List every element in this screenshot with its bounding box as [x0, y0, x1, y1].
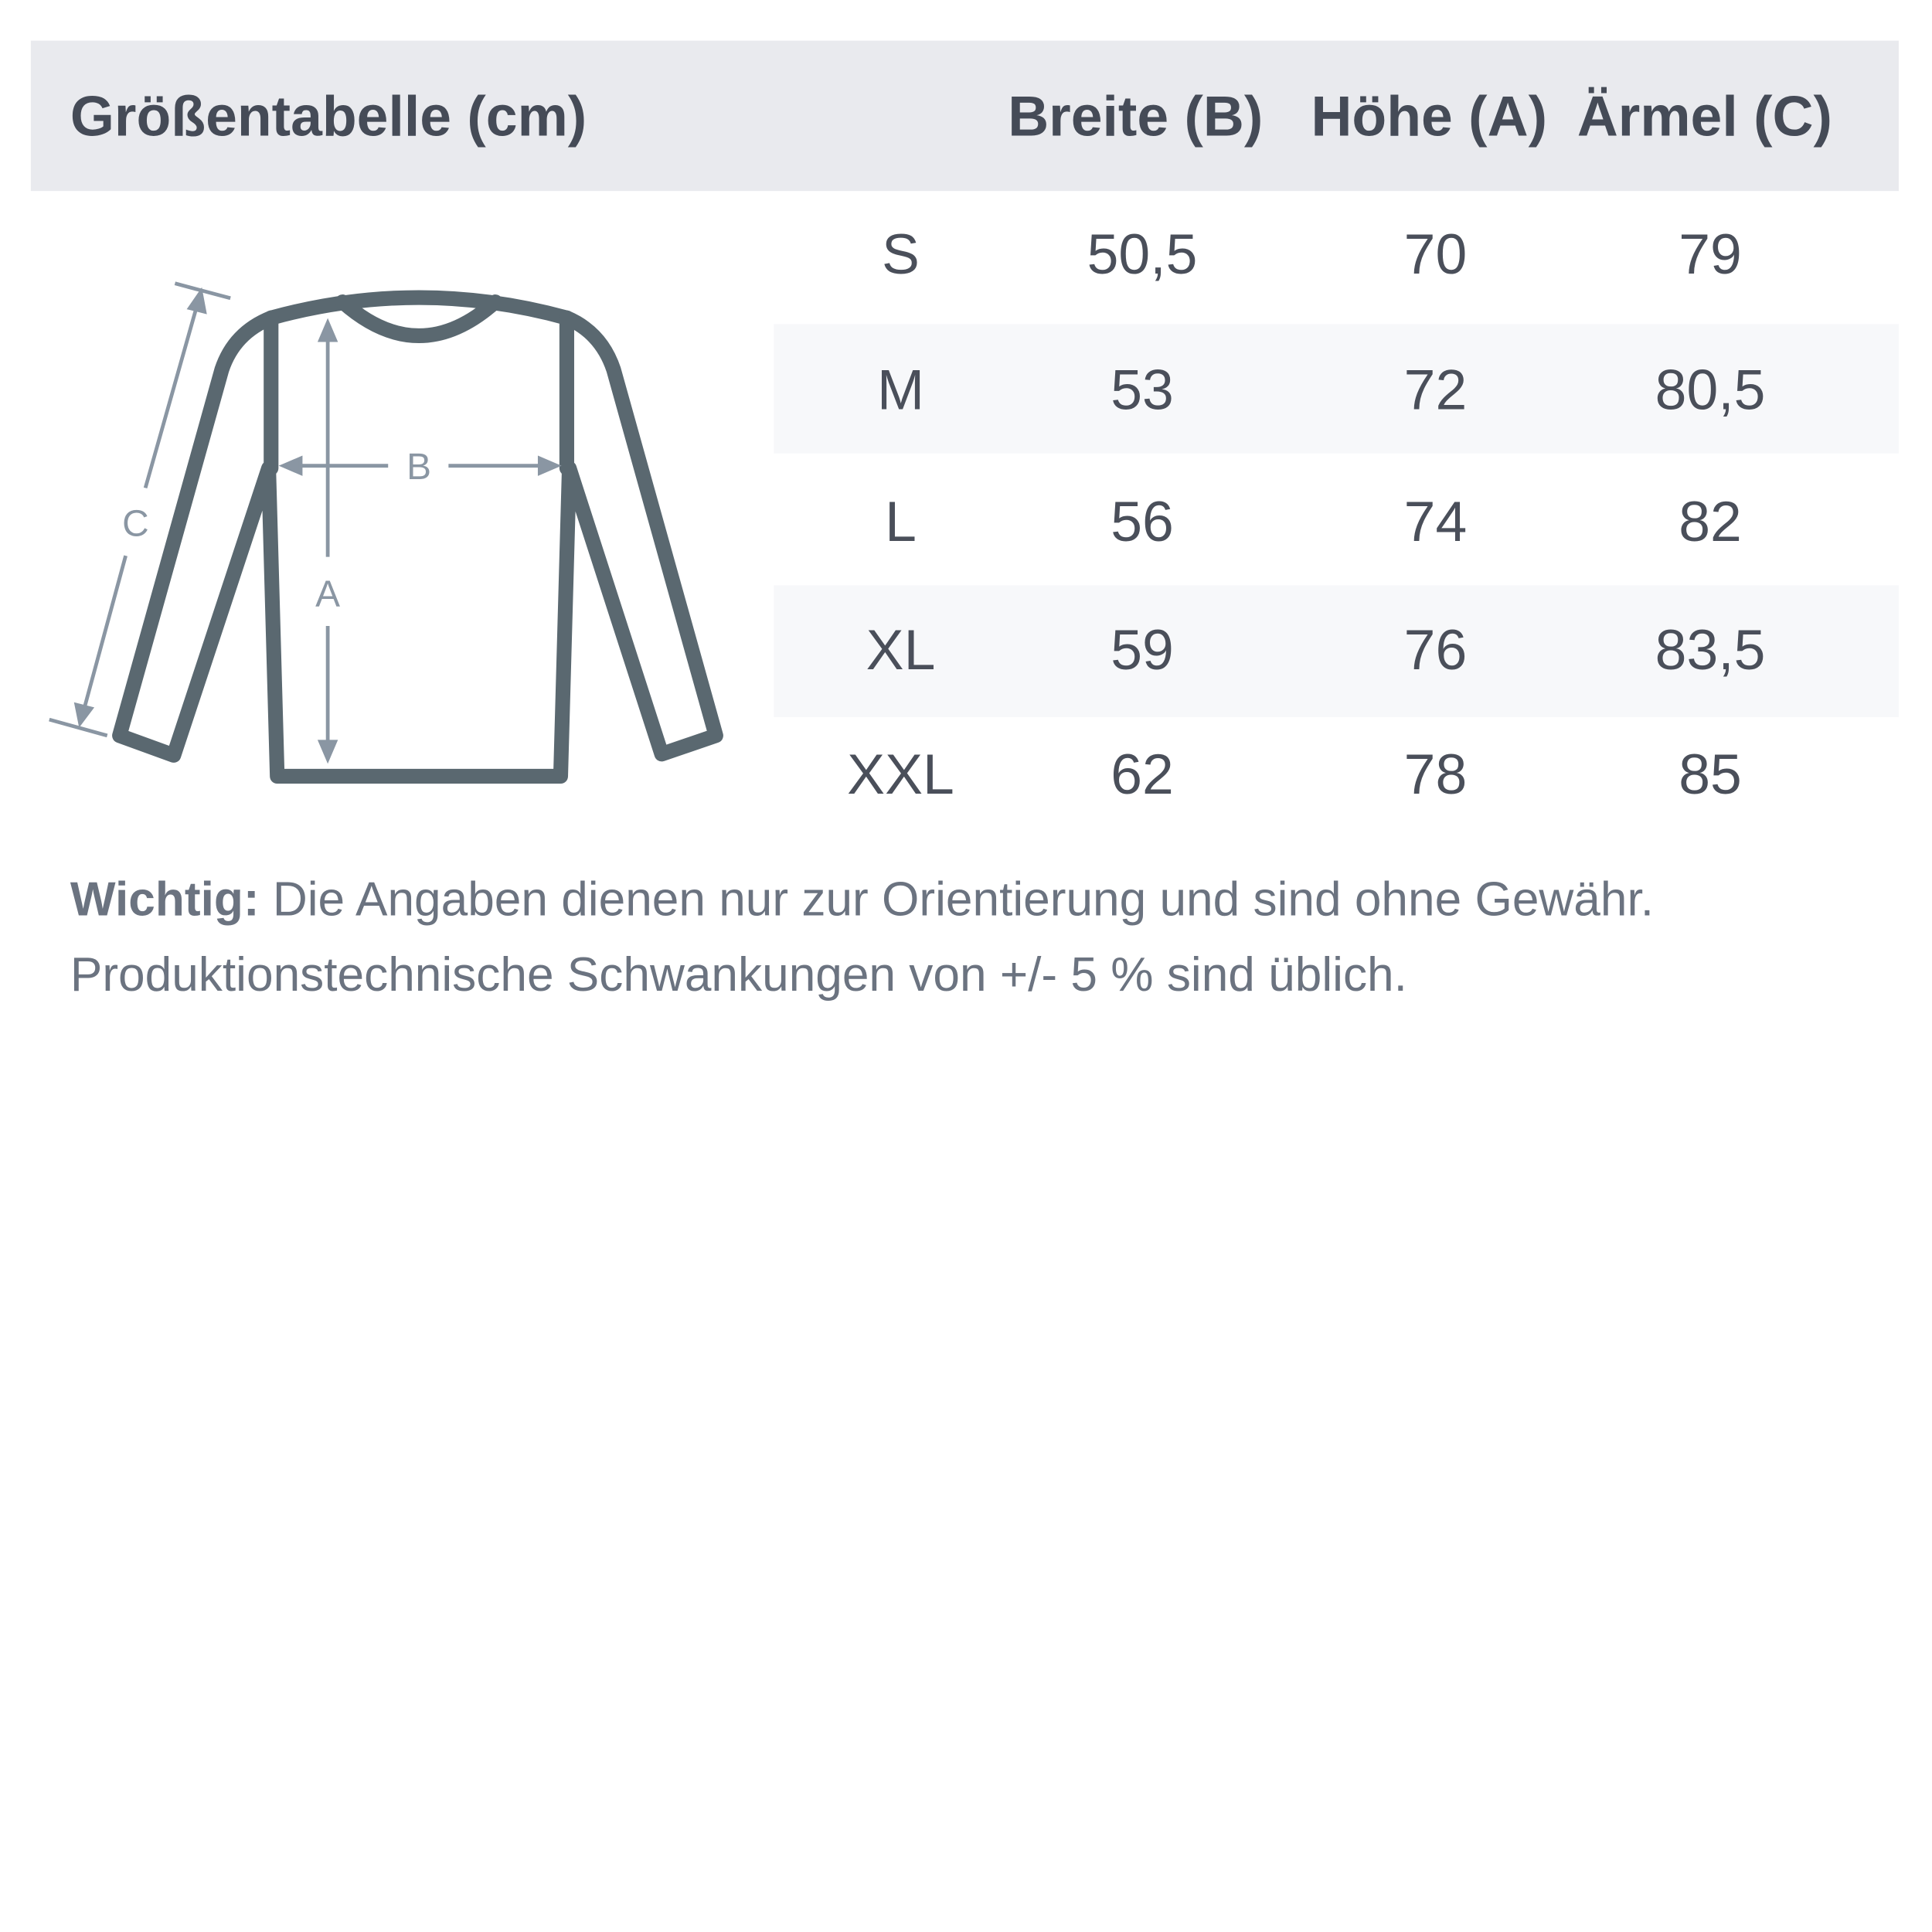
sweater-diagram: B A C [49, 281, 723, 784]
page-title: Größentabelle (cm) [70, 83, 587, 148]
hoehe-cell: 76 [1403, 617, 1468, 682]
breite-cell: 62 [1111, 741, 1174, 806]
row-stripe [774, 324, 1899, 454]
aermel-cell: 80,5 [1655, 357, 1766, 422]
aermel-cell: 82 [1679, 488, 1742, 553]
measurement-arrows-icon [49, 281, 562, 764]
aermel-cell: 79 [1679, 221, 1742, 286]
hoehe-cell: 72 [1403, 357, 1468, 422]
hoehe-cell: 74 [1403, 488, 1468, 553]
label-b: B [406, 447, 431, 488]
aermel-cell: 85 [1679, 741, 1742, 806]
column-header-hoehe: Höhe (A) [1311, 83, 1547, 148]
sweater-outline-icon [112, 290, 723, 784]
breite-cell: 56 [1111, 488, 1174, 553]
size-cell: M [876, 357, 925, 422]
column-header-breite: Breite (B) [1008, 83, 1264, 148]
size-cell: XL [866, 617, 936, 682]
hoehe-cell: 70 [1403, 221, 1468, 286]
label-c: C [122, 504, 149, 545]
size-cell: XXL [847, 741, 954, 806]
label-a: A [315, 573, 340, 614]
breite-cell: 50,5 [1087, 221, 1198, 286]
note-label: Wichtig: [70, 873, 260, 927]
breite-cell: 59 [1111, 617, 1174, 682]
note-line-1: Wichtig: Die Angaben dienen nur zur Orie… [70, 872, 1654, 929]
column-header-aermel: Ärmel (C) [1577, 83, 1832, 148]
aermel-cell: 83,5 [1655, 617, 1766, 682]
breite-cell: 53 [1111, 357, 1174, 422]
row-stripe [774, 585, 1899, 717]
size-cell: S [882, 221, 920, 286]
table-header [30, 40, 1899, 192]
size-cell: L [885, 488, 917, 553]
note-text: Die Angaben dienen nur zur Orientierung … [259, 873, 1655, 927]
note-line-2: Produktionstechnische Schwankungen von +… [70, 948, 1407, 1002]
hoehe-cell: 78 [1403, 741, 1468, 806]
